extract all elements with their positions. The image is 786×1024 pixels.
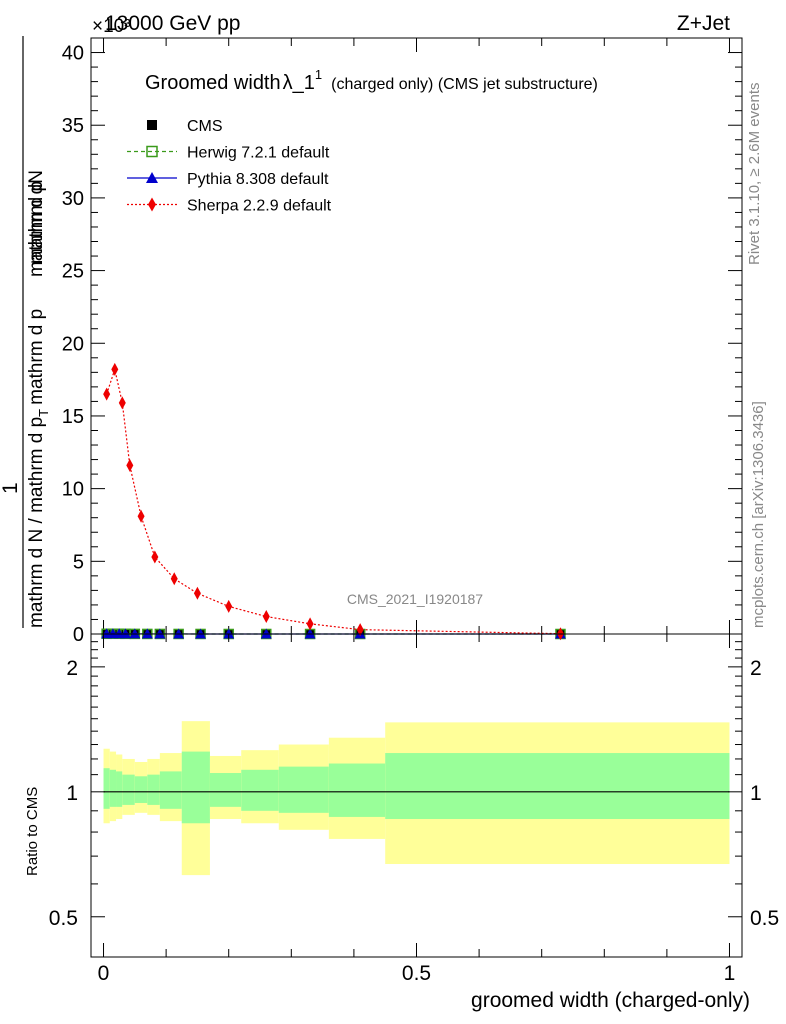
ratio-panel: 0.5 0.5 1 1 2 2 0 0.5 1 Ratio to CMS groomed wid… <box>24 633 779 1012</box>
sherpa-point <box>148 197 156 212</box>
main-ytick-label: 15 <box>62 406 84 428</box>
chart-title-sup: 1 <box>315 67 322 82</box>
legend-label: Herwig 7.2.1 default <box>187 145 330 162</box>
ratio-ytick-label: 2 <box>66 657 78 680</box>
ratio-band-inner <box>181 751 210 824</box>
chart-title-main: Groomed width <box>145 72 281 94</box>
pythia-point <box>223 628 235 639</box>
chart-title-sub: (charged only) (CMS jet substructure) <box>331 76 598 93</box>
ylabel-den-rest: mathrm d p <box>26 309 47 405</box>
ylabel-den-sub: T <box>36 409 51 417</box>
main-y-label: mathrm dN mathrm d p 1 mathrm d N / math… <box>0 36 51 628</box>
pythia-point <box>129 628 141 639</box>
sherpa-point <box>111 362 119 376</box>
pythia-point <box>154 628 166 639</box>
ratio-y-label: Ratio to CMS <box>24 787 41 876</box>
main-y-ticks: 0 5 10 15 20 25 30 35 40 <box>62 37 742 646</box>
pythia-series <box>101 628 566 639</box>
main-ytick-label: 20 <box>62 333 84 355</box>
legend-label: Pythia 8.308 default <box>187 171 329 188</box>
xtick-label: 1 <box>724 962 736 985</box>
sherpa-point <box>306 617 314 631</box>
ratio-bands <box>103 721 730 876</box>
ratio-band-inner <box>122 774 135 805</box>
sherpa-series <box>103 362 564 641</box>
ylabel-numerator: mathrm dN <box>26 170 47 264</box>
sherpa-point <box>170 572 178 586</box>
ratio-band-inner <box>134 776 148 803</box>
main-ytick-label: 25 <box>62 261 84 283</box>
chart-title: Groomed width λ_11 (charged only) (CMS jet… <box>145 67 598 94</box>
x-axis-label: groomed width (charged-only) <box>471 989 750 1012</box>
main-ytick-label: 30 <box>62 188 84 210</box>
legend-label: CMS <box>187 118 223 135</box>
ratio-band-inner <box>385 753 730 820</box>
legend-entry-herwig: Herwig 7.2.1 default <box>127 145 330 162</box>
pythia-point <box>119 628 131 639</box>
main-ytick-label: 35 <box>62 115 84 137</box>
ratio-ytick-label: 1 <box>66 782 78 805</box>
rivet-label: Rivet 3.1.10, ≥ 2.6M events <box>746 83 763 266</box>
ylabel-den-main: mathrm d N / mathrm d p <box>26 417 47 628</box>
ratio-band-inner <box>328 763 386 817</box>
xtick-label: 0 <box>98 962 110 985</box>
ratio-ytick-label: 0.5 <box>49 907 78 930</box>
ratio-band-inner <box>103 768 110 809</box>
main-ytick-label: 5 <box>73 551 84 573</box>
pythia-point <box>173 628 185 639</box>
sherpa-point <box>151 550 159 564</box>
header-process-label: Z+Jet <box>677 12 730 35</box>
chart-title-symbol: λ_1 <box>283 72 315 94</box>
ratio-band-inner <box>147 774 160 805</box>
ratio-band-inner <box>159 771 182 809</box>
main-ytick-label: 10 <box>62 479 84 501</box>
ratio-ytick-label-right: 0.5 <box>750 907 779 930</box>
sherpa-point <box>262 610 270 624</box>
sherpa-point <box>137 509 145 523</box>
legend-label: Sherpa 2.2.9 default <box>187 198 332 215</box>
ylabel-mid: mathrm d p <box>26 181 47 277</box>
ratio-ytick-label-right: 1 <box>750 782 762 805</box>
cms-point <box>147 120 157 130</box>
ratio-band-inner <box>278 766 329 813</box>
ratio-axes: 0.5 0.5 1 1 2 2 0 0.5 1 <box>49 634 779 985</box>
main-ytick-label: 0 <box>73 624 84 646</box>
header-energy-label: 13000 GeV pp <box>105 12 240 35</box>
analysis-watermark: CMS_2021_I1920187 <box>347 591 483 607</box>
sherpa-point <box>356 623 364 637</box>
pythia-point <box>260 628 272 639</box>
ratio-band-inner <box>241 769 279 811</box>
pythia-point <box>146 172 158 183</box>
xtick-label: 0.5 <box>402 962 431 985</box>
pythia-point <box>304 628 316 639</box>
y-multiplier-label: ×10³ <box>92 16 131 37</box>
ylabel-one: 1 <box>0 482 22 494</box>
herwig-point <box>146 145 158 158</box>
sherpa-point <box>193 586 201 600</box>
main-ytick-label: 40 <box>62 43 84 65</box>
ratio-band-inner <box>209 773 242 807</box>
ratio-band-inner <box>109 769 117 807</box>
legend: CMS Herwig 7.2.1 default Pythia 8.308 defa… <box>127 118 332 215</box>
pythia-point <box>195 628 207 639</box>
legend-entry-cms: CMS <box>147 118 223 135</box>
sherpa-point <box>103 387 111 401</box>
ratio-ytick-label-right: 2 <box>750 657 762 680</box>
ylabel-denominator: mathrm d N / mathrm d pTmathrm d p <box>26 309 51 628</box>
sherpa-point <box>118 396 126 410</box>
legend-entry-sherpa: Sherpa 2.2.9 default <box>127 197 332 215</box>
sherpa-point <box>126 458 134 472</box>
sherpa-series-line <box>106 367 561 635</box>
mcplots-label: mcplots.cern.ch [arXiv:1306.3436] <box>750 401 767 628</box>
ratio-band-inner <box>116 771 123 807</box>
sherpa-point <box>225 599 233 613</box>
pythia-point <box>141 628 153 639</box>
ylabel-top-mid: mathrm d p <box>26 181 47 277</box>
main-series <box>101 362 566 641</box>
legend-entry-pythia: Pythia 8.308 default <box>127 171 329 188</box>
